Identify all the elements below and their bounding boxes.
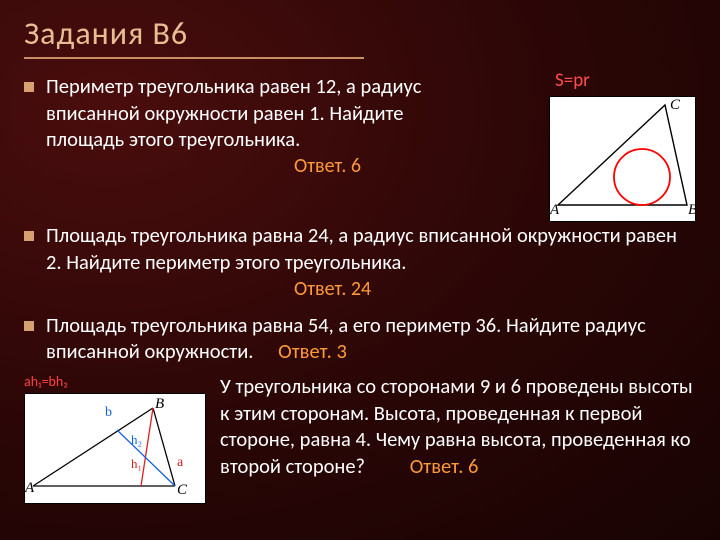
diagram-incircle: A B C xyxy=(549,96,696,223)
svg-text:a: a xyxy=(177,455,184,470)
svg-text:C: C xyxy=(177,482,188,496)
formula-spr: S=pr xyxy=(549,69,696,94)
bullet-icon xyxy=(24,321,34,331)
svg-text:h₁: h₁ xyxy=(131,456,142,471)
problem-2-text: Площадь треугольника равна 24, а радиус … xyxy=(46,222,696,275)
bullet-icon xyxy=(24,82,34,92)
svg-text:B: B xyxy=(688,202,695,215)
diagram-heights-block: ah₁=bh₂ h₁ h₂ a b A B C xyxy=(24,373,206,504)
problem-1-text: Периметр треугольника равен 12, а радиус… xyxy=(46,73,476,153)
svg-text:B: B xyxy=(155,396,164,412)
diagram-heights: h₁ h₂ a b A B C xyxy=(24,393,206,504)
problem-3-text: Площадь треугольника равна 54, а его пер… xyxy=(46,312,696,365)
svg-text:h₂: h₂ xyxy=(131,432,142,447)
formula-heights: ah₁=bh₂ xyxy=(24,373,206,391)
problem-3-answer: Ответ. 3 xyxy=(278,338,347,364)
problem-2-answer: Ответ. 24 xyxy=(294,276,696,302)
page-title: Задания В6 xyxy=(24,14,364,59)
problem-2: Площадь треугольника равна 24, а радиус … xyxy=(24,222,696,275)
problem-4-answer: Ответ. 6 xyxy=(410,453,479,479)
problem-1: Периметр треугольника равен 12, а радиус… xyxy=(24,73,539,153)
svg-text:C: C xyxy=(670,97,681,113)
bullet-icon xyxy=(24,231,34,241)
problem-4-text: У треугольника со сторонами 9 и 6 провед… xyxy=(220,373,696,480)
content-area: S=pr ABC Периметр треугольника равен 12,… xyxy=(24,73,696,504)
svg-text:A: A xyxy=(25,480,35,496)
problem-3: Площадь треугольника равна 54, а его пер… xyxy=(24,312,696,365)
svg-text:b: b xyxy=(105,405,112,420)
problem-4: ah₁=bh₂ h₁ h₂ a b A B C У треугольника со стор… xyxy=(24,373,696,504)
diagram-incircle-block: S=pr A B C xyxy=(549,69,696,222)
svg-text:A: A xyxy=(550,202,560,215)
